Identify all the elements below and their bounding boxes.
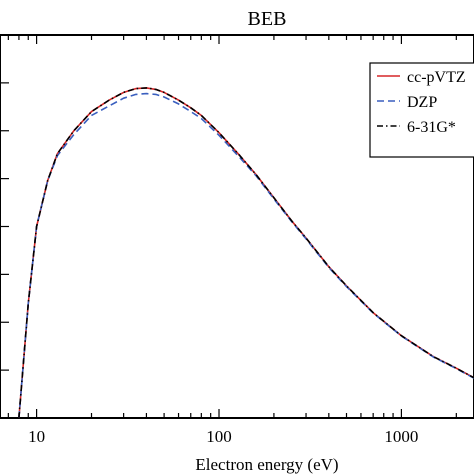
legend: cc-pVTZ DZP 6-31G* xyxy=(369,62,474,158)
plot-frame xyxy=(0,34,474,419)
x-axis: 10 100 1000 xyxy=(7,35,457,446)
series-line-3 xyxy=(18,87,474,419)
series-lines xyxy=(18,87,474,419)
legend-box xyxy=(369,62,474,158)
chart-title: BEB xyxy=(248,8,287,30)
y-axis xyxy=(0,82,9,371)
plot-area xyxy=(0,34,474,419)
x-tick-label: 100 xyxy=(206,427,232,446)
x-tick-label: 1000 xyxy=(384,427,418,446)
x-tick-label: 10 xyxy=(28,427,45,446)
legend-label: 6-31G* xyxy=(407,119,456,136)
x-axis-label: Electron energy (eV) xyxy=(195,455,338,474)
legend-label: DZP xyxy=(407,94,437,111)
series-line-2 xyxy=(18,92,474,419)
legend-label: cc-pVTZ xyxy=(407,69,466,86)
